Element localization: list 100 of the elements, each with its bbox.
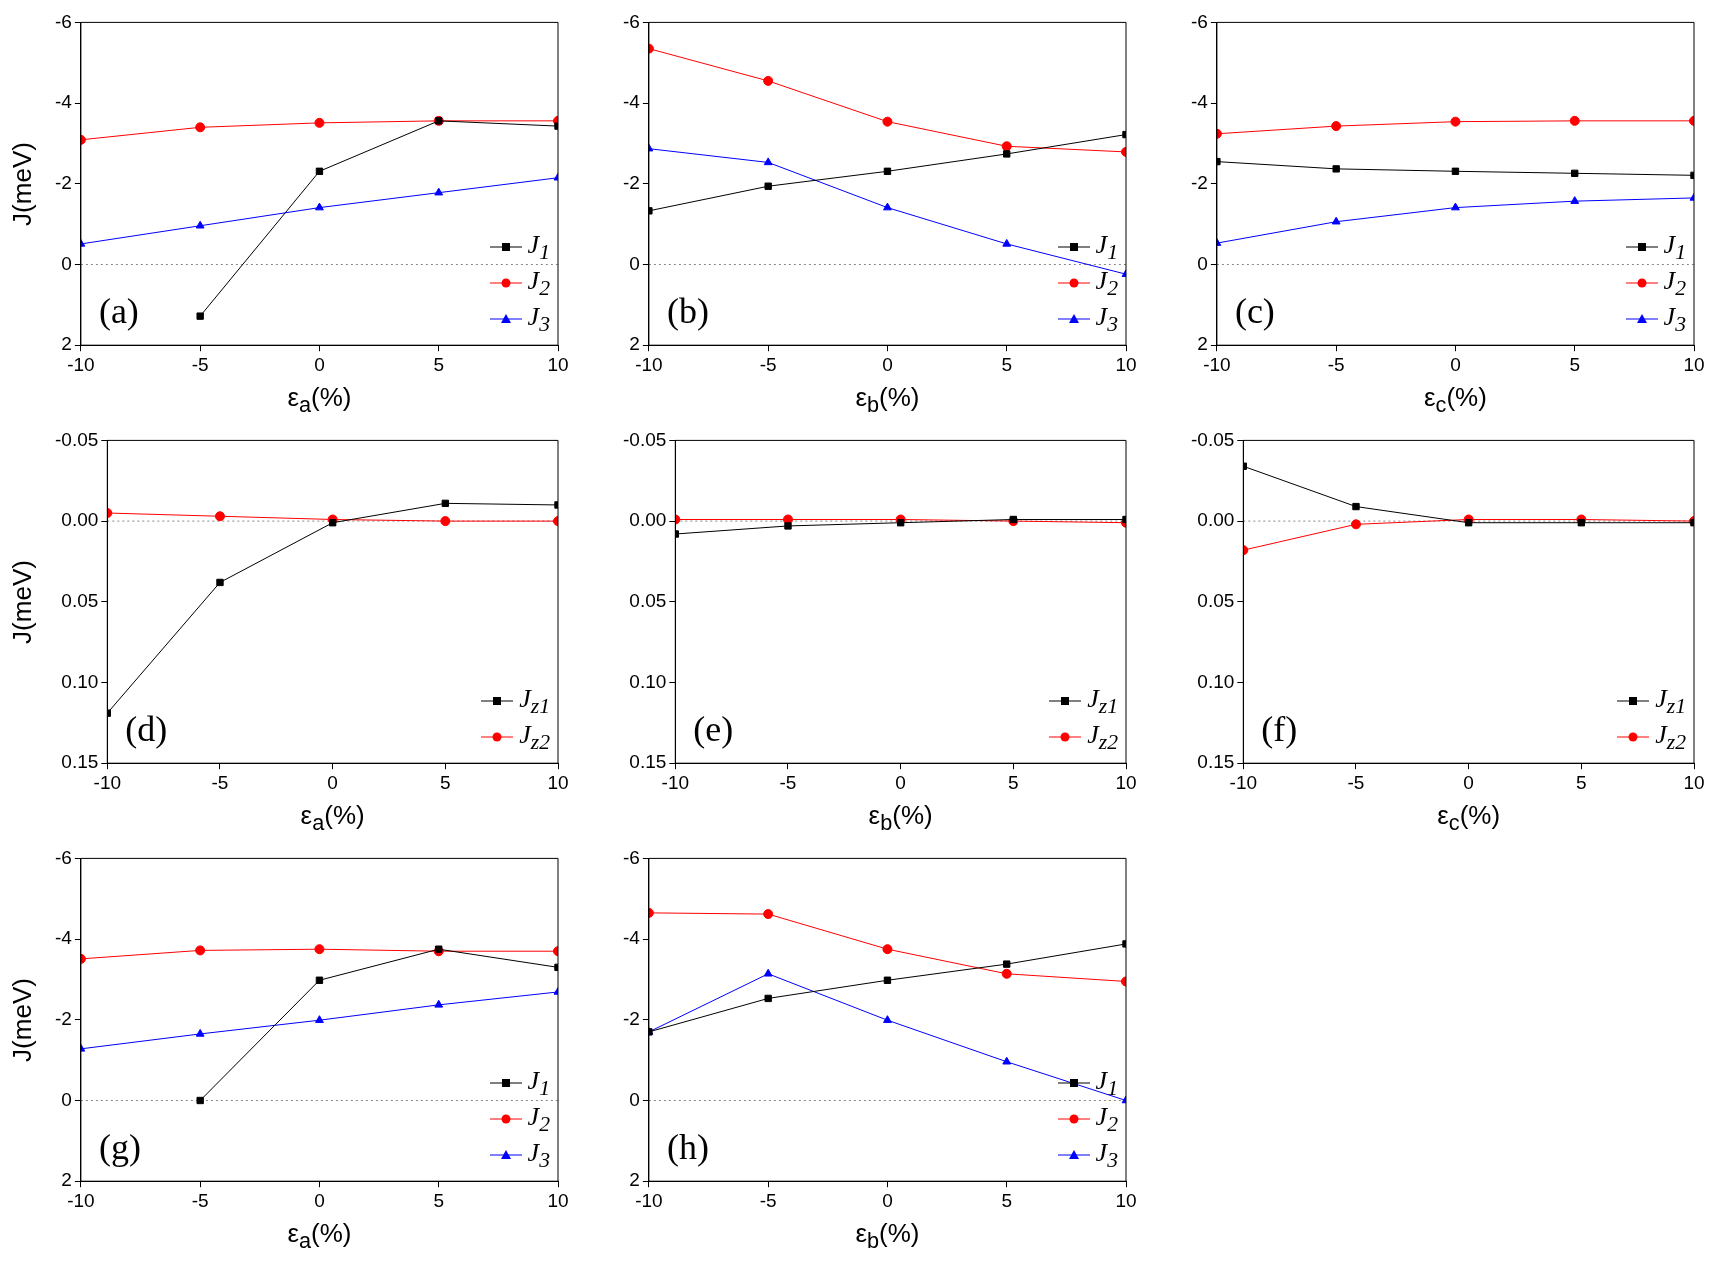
x-tick-label: 10 [1115, 771, 1137, 793]
x-tick-label: -5 [191, 1189, 209, 1211]
x-tick-label: 0 [314, 1189, 325, 1211]
x-tick-label: 0 [1463, 771, 1474, 793]
y-tick-label: 0 [629, 252, 640, 274]
legend-label: J$_{1}$ [1095, 1065, 1118, 1101]
x-tick-label: 0 [327, 771, 338, 793]
legend-label: J$_{1}$ [527, 1065, 550, 1101]
x-tick-label: 0 [1450, 353, 1461, 375]
y-tick-label: -2 [622, 1008, 640, 1030]
legend-label: J$_{2}$ [1095, 265, 1118, 301]
legend-label: J$_{3}$ [1663, 301, 1686, 337]
x-tick-label: -5 [779, 771, 797, 793]
y-tick-label: -4 [54, 91, 73, 113]
legend-label: J$_{2}$ [1663, 265, 1686, 301]
annotation: (g) [98, 1126, 141, 1167]
legend-label: J$_{2}$ [1095, 1101, 1118, 1137]
legend-label: J$_{1}$ [1095, 229, 1118, 265]
legend-label: J$_{2}$ [527, 265, 550, 301]
y-tick-label: 0.15 [61, 751, 99, 773]
y-tick-label: 2 [629, 333, 640, 355]
x-tick-label: 5 [1569, 353, 1581, 375]
x-tick-label: 10 [1683, 771, 1705, 793]
x-tick-label: -5 [759, 353, 777, 375]
y-tick-label: 2 [629, 1169, 640, 1191]
y-tick-label: -0.05 [1190, 428, 1235, 450]
y-tick-label: 0.10 [61, 670, 99, 692]
x-tick-label: -10 [661, 771, 690, 793]
y-tick-label: -4 [622, 91, 641, 113]
x-tick-label: 5 [1001, 353, 1013, 375]
x-tick-label: 10 [547, 771, 569, 793]
y-tick-label: -4 [1190, 91, 1209, 113]
x-tick-label: 10 [547, 1189, 569, 1211]
y-tick-label: 0 [629, 1088, 640, 1110]
y-tick-label: 0.10 [629, 670, 667, 692]
y-tick-label: -6 [622, 10, 640, 32]
x-tick-label: -10 [1229, 771, 1258, 793]
x-tick-label: -10 [635, 353, 663, 375]
x-tick-label: -5 [759, 1189, 777, 1211]
legend-label: J$_{z2}$ [1655, 719, 1686, 755]
x-tick-label: 0 [314, 353, 325, 375]
y-tick-label: 0.05 [629, 590, 667, 612]
annotation: (f) [1261, 708, 1298, 749]
legend-label: J$_{3}$ [1095, 301, 1118, 337]
annotation: (a) [98, 290, 139, 331]
y-tick-label: 0.05 [61, 590, 99, 612]
y-tick-label: 0.05 [1197, 590, 1235, 612]
y-axis-title: J(meV) [7, 977, 38, 1062]
y-tick-label: -6 [54, 10, 72, 32]
x-tick-label: -10 [635, 1189, 663, 1211]
x-tick-label: 5 [1008, 771, 1019, 793]
y-tick-label: -2 [54, 172, 72, 194]
x-tick-label: -10 [1203, 353, 1231, 375]
y-tick-label: -6 [1190, 10, 1208, 32]
y-tick-label: -0.05 [622, 428, 667, 450]
x-tick-label: 5 [433, 353, 445, 375]
y-tick-label: 0.10 [1197, 670, 1235, 692]
x-tick-label: -5 [1327, 353, 1345, 375]
y-tick-label: -2 [622, 172, 640, 194]
legend-label: J$_{z1}$ [1655, 683, 1686, 719]
x-axis-title: ε$_{a}$(%) [300, 800, 365, 837]
x-tick-label: -10 [93, 771, 122, 793]
legend-label: J$_{z1}$ [1087, 683, 1118, 719]
y-tick-label: -2 [54, 1008, 72, 1030]
y-tick-label: -4 [54, 927, 73, 949]
x-tick-label: -10 [67, 353, 95, 375]
x-tick-label: 10 [1115, 1189, 1137, 1211]
x-axis-title: ε$_{b}$(%) [855, 382, 920, 419]
x-axis-title: ε$_{c}$(%) [1424, 382, 1487, 419]
y-axis-title: J(meV) [7, 559, 38, 644]
legend-label: J$_{3}$ [1095, 1137, 1118, 1173]
x-tick-label: 5 [1001, 1189, 1013, 1211]
y-tick-label: 0.00 [629, 509, 667, 531]
x-tick-label: 10 [547, 353, 569, 375]
y-tick-label: 2 [1197, 333, 1208, 355]
x-tick-label: 5 [1576, 771, 1587, 793]
y-tick-label: 0.15 [629, 751, 667, 773]
x-tick-label: 0 [882, 1189, 893, 1211]
x-tick-label: -5 [211, 771, 229, 793]
legend-label: J$_{1}$ [527, 229, 550, 265]
x-axis-title: ε$_{b}$(%) [868, 800, 933, 837]
legend-label: J$_{z2}$ [519, 719, 550, 755]
legend-label: J$_{1}$ [1663, 229, 1686, 265]
annotation: (d) [125, 708, 168, 749]
y-tick-label: -6 [622, 846, 640, 868]
x-tick-label: 0 [895, 771, 906, 793]
x-axis-title: ε$_{b}$(%) [855, 1218, 920, 1255]
x-tick-label: -5 [191, 353, 209, 375]
x-tick-label: -10 [67, 1189, 95, 1211]
legend-label: J$_{3}$ [527, 1137, 550, 1173]
x-tick-label: 10 [1683, 353, 1705, 375]
legend-label: J$_{z2}$ [1087, 719, 1118, 755]
legend-label: J$_{2}$ [527, 1101, 550, 1137]
y-tick-label: -4 [622, 927, 641, 949]
y-tick-label: 0.15 [1197, 751, 1235, 773]
x-tick-label: 5 [433, 1189, 445, 1211]
annotation: (h) [666, 1126, 709, 1167]
y-tick-label: 0.00 [1197, 509, 1235, 531]
y-tick-label: 0 [61, 1088, 72, 1110]
x-tick-label: -5 [1347, 771, 1365, 793]
